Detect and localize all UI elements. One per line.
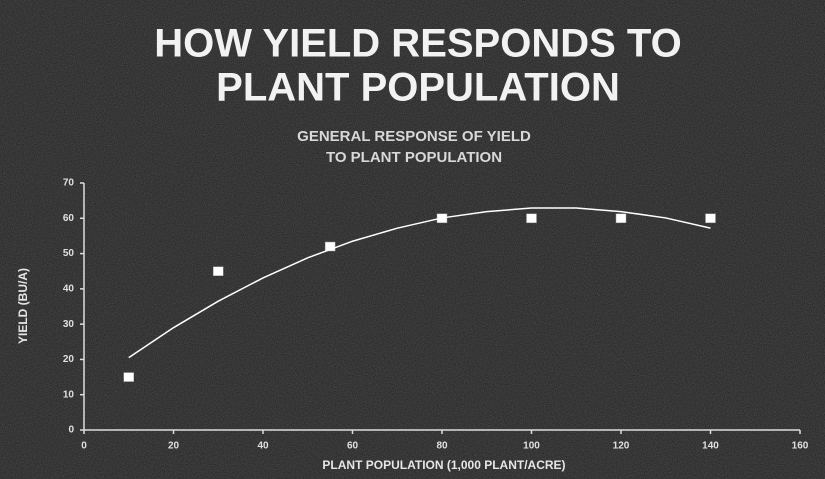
- y-tick-label: 70: [63, 178, 75, 189]
- data-point: [123, 372, 134, 382]
- x-tick-label: 120: [613, 441, 630, 452]
- x-tick-label: 20: [168, 441, 180, 452]
- data-point: [213, 266, 224, 276]
- data-point: [526, 213, 537, 224]
- trend-line: [128, 207, 711, 359]
- x-axis-label: PLANT POPULATION (1,000 PLANT/ACRE): [322, 458, 565, 472]
- y-tick-label: 40: [63, 283, 75, 294]
- y-tick-label: 30: [63, 319, 75, 330]
- y-tick-label: 50: [63, 248, 75, 259]
- y-tick-label: 60: [63, 213, 75, 224]
- x-tick-label: 160: [792, 441, 809, 452]
- x-tick-label: 140: [702, 441, 719, 452]
- y-tick-label: 0: [68, 425, 74, 436]
- y-tick-label: 20: [63, 354, 75, 365]
- chart-title: HOW YIELD RESPONDS TO: [154, 22, 681, 66]
- x-tick-label: 100: [523, 441, 540, 452]
- chart-title: PLANT POPULATION: [216, 66, 620, 110]
- data-point: [615, 213, 627, 224]
- x-tick-label: 0: [81, 441, 87, 452]
- x-tick-label: 40: [257, 441, 269, 452]
- chart-subtitle: TO PLANT POPULATION: [326, 149, 502, 166]
- y-tick-label: 10: [63, 389, 75, 400]
- chart-subtitle: GENERAL RESPONSE OF YIELD: [297, 128, 531, 145]
- y-axis-label: YIELD (BU/A): [16, 268, 30, 344]
- x-tick-label: 60: [347, 441, 359, 452]
- x-tick-label: 80: [436, 441, 448, 452]
- data-point: [324, 241, 336, 252]
- data-point: [705, 213, 716, 224]
